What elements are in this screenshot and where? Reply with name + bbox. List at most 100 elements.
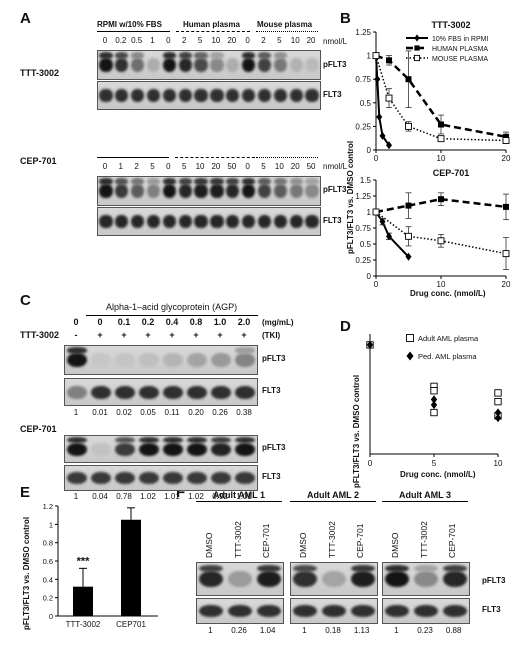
f-quant-value: 1 [394, 626, 399, 635]
y-tick-label: 1 [367, 208, 372, 217]
legend-label: Ped. AML plasma [418, 352, 477, 361]
blot-band [138, 437, 160, 444]
blot-band [130, 52, 145, 59]
blot-band [66, 472, 88, 484]
category-label: TTT-3002 [66, 620, 101, 629]
blot-band [321, 605, 347, 617]
y-tick-label: 0.6 [43, 557, 53, 566]
dose-label: 2 [261, 36, 266, 45]
c-agp-unit: (mg/mL) [262, 318, 294, 327]
series-line [375, 197, 507, 214]
f-row-pflt3: pFLT3 [482, 576, 506, 585]
agp-value: 0.4 [165, 317, 179, 327]
x-tick-label: 20 [502, 280, 511, 289]
blot-band [186, 472, 208, 484]
blot-band [241, 58, 256, 72]
blot-c1-pflt3 [64, 345, 258, 375]
blot-band [257, 184, 272, 198]
blot-band [99, 52, 113, 59]
dose-label: 20 [227, 36, 237, 45]
data-point [372, 52, 380, 60]
blot-band [162, 58, 176, 72]
y-tick-label: 0 [367, 146, 372, 155]
c-tki-values: - + + + + + + + [64, 330, 256, 342]
blot-band [350, 571, 375, 587]
blot-band [138, 385, 160, 399]
dose-label: 5 [150, 162, 155, 171]
blot-band [385, 564, 410, 572]
f-sample-group: Adult AML 1 DMSO TTT-3002 CEP-701 1 0.26 1.04 [196, 490, 284, 640]
y-tick-label: 0.5 [360, 240, 372, 249]
blot-band [442, 564, 467, 572]
f-lane-label: TTT-3002 [232, 521, 243, 558]
blot-band [194, 58, 208, 72]
chart-cep701: 0 0.25 0.5 0.75 1 1.25 1.5 0 10 20 CEP-701 [355, 168, 511, 289]
f-quant-row: 1 0.23 0.88 [382, 626, 468, 638]
blot-band [114, 472, 136, 484]
blot-band [234, 442, 256, 456]
blot-band [273, 58, 287, 72]
legend-label: Adult AML plasma [418, 334, 479, 343]
data-point [405, 122, 412, 130]
blot-band [114, 385, 136, 399]
c-quant-ttt3002: 1 0.01 0.02 0.05 0.11 0.20 0.26 0.38 [64, 408, 256, 420]
blot-band [66, 442, 88, 456]
data-point [379, 131, 386, 140]
bar [73, 586, 93, 616]
quant-value: 0.26 [212, 408, 228, 417]
f-blot-flt3 [196, 598, 284, 624]
data-point [376, 112, 383, 121]
data-point [502, 250, 510, 258]
c-cep701-drug: CEP-701 [20, 424, 57, 434]
blot-band [257, 178, 272, 185]
blot-band [210, 184, 224, 198]
blot-band [186, 353, 208, 367]
blot-band [273, 178, 287, 185]
blot-band [99, 214, 113, 229]
data-point [379, 217, 386, 226]
x-tick-label: 0 [368, 459, 373, 468]
data-point [405, 76, 412, 83]
blot-band [305, 58, 319, 72]
c-title-line [86, 315, 258, 316]
blot-band [226, 58, 240, 72]
blot-band [99, 184, 113, 198]
c-tki-drug: TTT-3002 [20, 330, 60, 340]
blot-a2-row-pflt3: pFLT3 [323, 185, 347, 194]
dose-label: 50 [306, 162, 316, 171]
blot-band [99, 58, 113, 72]
blot-band [178, 178, 192, 185]
data-point [413, 54, 421, 62]
blot-band [66, 437, 88, 444]
blot-band [162, 184, 176, 198]
blot-band [178, 52, 192, 59]
blot-band [234, 437, 256, 444]
blot-band [130, 184, 145, 198]
blot-band [210, 58, 224, 72]
dose-label: 20 [211, 162, 221, 171]
f-blot-pflt3 [196, 562, 284, 596]
dose-label: 50 [227, 162, 237, 171]
blot-band [66, 353, 88, 367]
agp-value: 0 [73, 317, 79, 327]
data-point [405, 202, 412, 209]
data-point [503, 203, 509, 210]
f-row-flt3: FLT3 [482, 605, 501, 614]
dose-label: 20 [290, 162, 300, 171]
blot-band [114, 442, 136, 456]
data-point [386, 232, 392, 241]
blot-band [226, 178, 240, 185]
blot-band [162, 353, 184, 367]
blot-band [146, 58, 161, 72]
quant-value: 0.11 [164, 408, 180, 417]
dose-label: 0 [102, 162, 108, 171]
blot-band [210, 442, 232, 456]
blot-band [178, 214, 192, 229]
y-tick-label: 1.2 [43, 502, 53, 511]
blot-band [257, 88, 272, 103]
agp-value: 0.8 [189, 317, 203, 327]
c-agp-values: 0 0 0.1 0.2 0.4 0.8 1.0 2.0 [64, 317, 256, 329]
f-sample-groups: Adult AML 1 DMSO TTT-3002 CEP-701 1 0.26 1.04 A… [196, 490, 496, 640]
significance-marker: *** [77, 555, 91, 567]
y-tick-label: 1.5 [360, 176, 372, 185]
